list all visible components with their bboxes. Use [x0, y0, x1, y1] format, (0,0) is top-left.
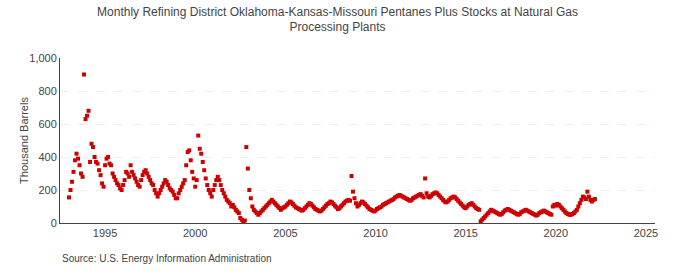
svg-text:2025: 2025 — [634, 227, 658, 239]
svg-text:1995: 1995 — [93, 227, 117, 239]
svg-text:Thousand Barrels: Thousand Barrels — [18, 97, 30, 184]
svg-text:Source: U.S. Energy Informatio: Source: U.S. Energy Information Administ… — [62, 253, 272, 264]
svg-text:2010: 2010 — [363, 227, 387, 239]
svg-text:400: 400 — [38, 151, 56, 163]
svg-text:Monthly Refining District Okla: Monthly Refining District Oklahoma-Kansa… — [97, 5, 578, 35]
svg-text:2015: 2015 — [453, 227, 477, 239]
svg-text:200: 200 — [38, 184, 56, 196]
svg-text:800: 800 — [38, 85, 56, 97]
svg-text:600: 600 — [38, 118, 56, 130]
svg-text:1,000: 1,000 — [29, 52, 57, 64]
svg-text:2020: 2020 — [544, 227, 568, 239]
svg-text:0: 0 — [51, 217, 57, 229]
svg-text:2000: 2000 — [183, 227, 207, 239]
svg-text:2005: 2005 — [273, 227, 297, 239]
